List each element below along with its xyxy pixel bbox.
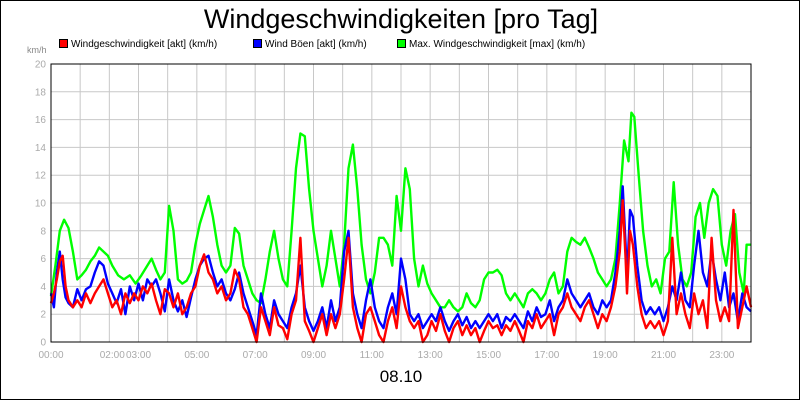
y-axis-label: km/h (27, 45, 47, 55)
legend-item-wind-boeen: Wind Böen [akt] (km/h) (253, 39, 367, 50)
series-line-2 (49, 199, 753, 344)
y-tick-label: 6 (40, 254, 46, 265)
x-tick-label: 17:00 (534, 350, 559, 361)
y-tick-label: 4 (40, 282, 46, 293)
x-tick-label: 02:00 (100, 350, 125, 361)
plot-border (50, 63, 752, 343)
legend-label: Windgeschwindigkeit [akt] (km/h) (71, 39, 218, 50)
legend-label: Max. Windgeschwindigkeit [max] (km/h) (409, 39, 586, 50)
y-tick-label: 0 (40, 338, 46, 349)
legend-item-windgeschwindigkeit: Windgeschwindigkeit [akt] (km/h) (59, 39, 217, 50)
legend-label: Wind Böen [akt] (km/h) (265, 39, 367, 50)
x-tick-label: 11:00 (360, 350, 385, 361)
series-line-0 (49, 111, 751, 313)
x-tick-label: 15:00 (476, 350, 501, 361)
x-tick-label: 07:00 (243, 350, 268, 361)
x-tick-label: 19:00 (593, 350, 618, 361)
legend-item-max-windgeschwindigkeit: Max. Windgeschwindigkeit [max] (km/h) (397, 39, 585, 50)
legend-swatch-blue (253, 39, 262, 48)
y-tick-label: 10 (35, 199, 47, 210)
legend-swatch-green (397, 39, 406, 48)
y-tick-label: 20 (35, 60, 47, 71)
x-tick-label: 09:00 (301, 350, 326, 361)
x-tick-label: 05:00 (184, 350, 209, 361)
y-tick-label: 16 (35, 115, 47, 126)
y-tick-label: 14 (35, 143, 47, 154)
y-tick-label: 2 (40, 310, 46, 321)
chart-title: Windgeschwindigkeiten [pro Tag] (203, 4, 599, 34)
legend-swatch-red (59, 39, 68, 48)
x-tick-label: 00:00 (38, 350, 63, 361)
x-tick-label: 13:00 (418, 350, 443, 361)
x-tick-label: 23:00 (709, 350, 734, 361)
x-tick-label: 21:00 (651, 350, 676, 361)
y-tick-label: 8 (40, 226, 46, 237)
y-tick-label: 18 (35, 87, 47, 98)
x-axis-caption: 08.10 (379, 367, 423, 386)
x-tick-label: 03:00 (126, 350, 151, 361)
y-tick-label: 12 (35, 171, 47, 182)
